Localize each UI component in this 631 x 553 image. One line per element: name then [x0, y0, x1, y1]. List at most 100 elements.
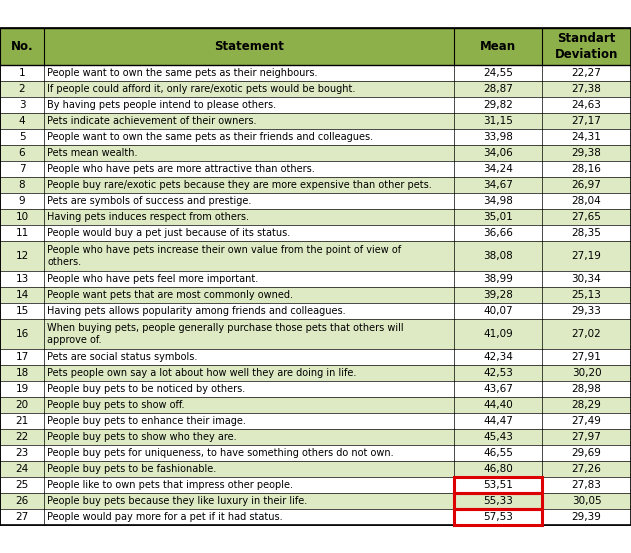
Text: By having pets people intend to please others.: By having pets people intend to please o… — [47, 100, 276, 110]
Text: 27,38: 27,38 — [572, 84, 601, 94]
Bar — [0, 477, 631, 493]
Text: 9: 9 — [19, 196, 25, 206]
Text: 30,20: 30,20 — [572, 368, 601, 378]
Text: 44,47: 44,47 — [483, 416, 513, 426]
Bar — [0, 28, 631, 525]
Bar — [0, 225, 631, 241]
Text: Having pets allows popularity among friends and colleagues.: Having pets allows popularity among frie… — [47, 306, 346, 316]
Text: 27,49: 27,49 — [572, 416, 601, 426]
Bar — [0, 445, 631, 461]
Text: 27,97: 27,97 — [572, 432, 601, 442]
Text: 29,82: 29,82 — [483, 100, 513, 110]
Text: 38,99: 38,99 — [483, 274, 513, 284]
Text: 13: 13 — [15, 274, 28, 284]
Text: 29,38: 29,38 — [572, 148, 601, 158]
Text: 15: 15 — [15, 306, 28, 316]
Text: If people could afford it, only rare/exotic pets would be bought.: If people could afford it, only rare/exo… — [47, 84, 355, 94]
Bar — [0, 365, 631, 381]
Text: People would buy a pet just because of its status.: People would buy a pet just because of i… — [47, 228, 290, 238]
Text: 46,80: 46,80 — [483, 464, 513, 474]
Bar — [0, 271, 631, 287]
Text: 34,06: 34,06 — [483, 148, 513, 158]
Text: 24,63: 24,63 — [572, 100, 601, 110]
Text: 7: 7 — [19, 164, 25, 174]
Bar — [0, 349, 631, 365]
Text: Mean: Mean — [480, 40, 516, 53]
Text: 20: 20 — [15, 400, 28, 410]
Text: 18: 18 — [15, 368, 28, 378]
Text: People who have pets increase their own value from the point of view of
others.: People who have pets increase their own … — [47, 245, 401, 267]
Text: 28,98: 28,98 — [572, 384, 601, 394]
Text: Pets indicate achievement of their owners.: Pets indicate achievement of their owner… — [47, 116, 256, 126]
Bar — [0, 145, 631, 161]
Bar — [0, 461, 631, 477]
Text: People want to own the same pets as their neighbours.: People want to own the same pets as thei… — [47, 68, 317, 78]
Text: 21: 21 — [15, 416, 28, 426]
Text: 31,15: 31,15 — [483, 116, 513, 126]
Text: No.: No. — [11, 40, 33, 53]
Text: 30,34: 30,34 — [572, 274, 601, 284]
Text: 4: 4 — [19, 116, 25, 126]
Text: 23: 23 — [15, 448, 28, 458]
Text: 35,01: 35,01 — [483, 212, 513, 222]
Bar — [0, 413, 631, 429]
Text: 55,33: 55,33 — [483, 496, 513, 506]
Bar — [0, 97, 631, 113]
Text: People buy pets to enhance their image.: People buy pets to enhance their image. — [47, 416, 246, 426]
Text: 28,29: 28,29 — [572, 400, 601, 410]
Text: 25,13: 25,13 — [572, 290, 601, 300]
Text: People buy pets because they like luxury in their life.: People buy pets because they like luxury… — [47, 496, 307, 506]
Text: 24,31: 24,31 — [572, 132, 601, 142]
Text: 6: 6 — [19, 148, 25, 158]
Bar — [0, 303, 631, 319]
Bar — [454, 477, 542, 493]
Text: 2: 2 — [19, 84, 25, 94]
Text: People want to own the same pets as their friends and colleagues.: People want to own the same pets as thei… — [47, 132, 373, 142]
Text: 11: 11 — [15, 228, 28, 238]
Text: 16: 16 — [15, 329, 28, 339]
Text: 26,97: 26,97 — [572, 180, 601, 190]
Bar — [0, 65, 631, 81]
Text: 41,09: 41,09 — [483, 329, 513, 339]
Text: 22: 22 — [15, 432, 28, 442]
Text: 27,26: 27,26 — [572, 464, 601, 474]
Bar — [0, 381, 631, 397]
Text: Pets mean wealth.: Pets mean wealth. — [47, 148, 138, 158]
Text: 27,83: 27,83 — [572, 480, 601, 490]
Bar — [0, 319, 631, 349]
Bar — [0, 177, 631, 193]
Text: 27,17: 27,17 — [572, 116, 601, 126]
Bar — [0, 113, 631, 129]
Text: 17: 17 — [15, 352, 28, 362]
Text: 28,04: 28,04 — [572, 196, 601, 206]
Bar — [0, 28, 631, 65]
Text: 24: 24 — [15, 464, 28, 474]
Bar — [0, 241, 631, 271]
Text: 34,98: 34,98 — [483, 196, 513, 206]
Text: Standart
Deviation: Standart Deviation — [555, 33, 618, 60]
Text: 27,02: 27,02 — [572, 329, 601, 339]
Text: 34,24: 34,24 — [483, 164, 513, 174]
Bar — [0, 493, 631, 509]
Text: 19: 19 — [15, 384, 28, 394]
Text: People buy rare/exotic pets because they are more expensive than other pets.: People buy rare/exotic pets because they… — [47, 180, 432, 190]
Text: 29,69: 29,69 — [572, 448, 601, 458]
Text: People buy pets to show off.: People buy pets to show off. — [47, 400, 184, 410]
Text: 27,91: 27,91 — [572, 352, 601, 362]
Bar — [0, 429, 631, 445]
Text: 45,43: 45,43 — [483, 432, 513, 442]
Text: People who have pets feel more important.: People who have pets feel more important… — [47, 274, 258, 284]
Text: 38,08: 38,08 — [483, 251, 513, 261]
Bar — [0, 161, 631, 177]
Text: Having pets induces respect from others.: Having pets induces respect from others. — [47, 212, 249, 222]
Text: People buy pets to be fashionable.: People buy pets to be fashionable. — [47, 464, 216, 474]
Text: 57,53: 57,53 — [483, 512, 513, 522]
Text: 53,51: 53,51 — [483, 480, 513, 490]
Text: Statement: Statement — [214, 40, 284, 53]
Bar — [0, 209, 631, 225]
Bar — [0, 193, 631, 209]
Text: 28,87: 28,87 — [483, 84, 513, 94]
Text: 28,16: 28,16 — [572, 164, 601, 174]
Text: 27,65: 27,65 — [572, 212, 601, 222]
Bar — [0, 509, 631, 525]
